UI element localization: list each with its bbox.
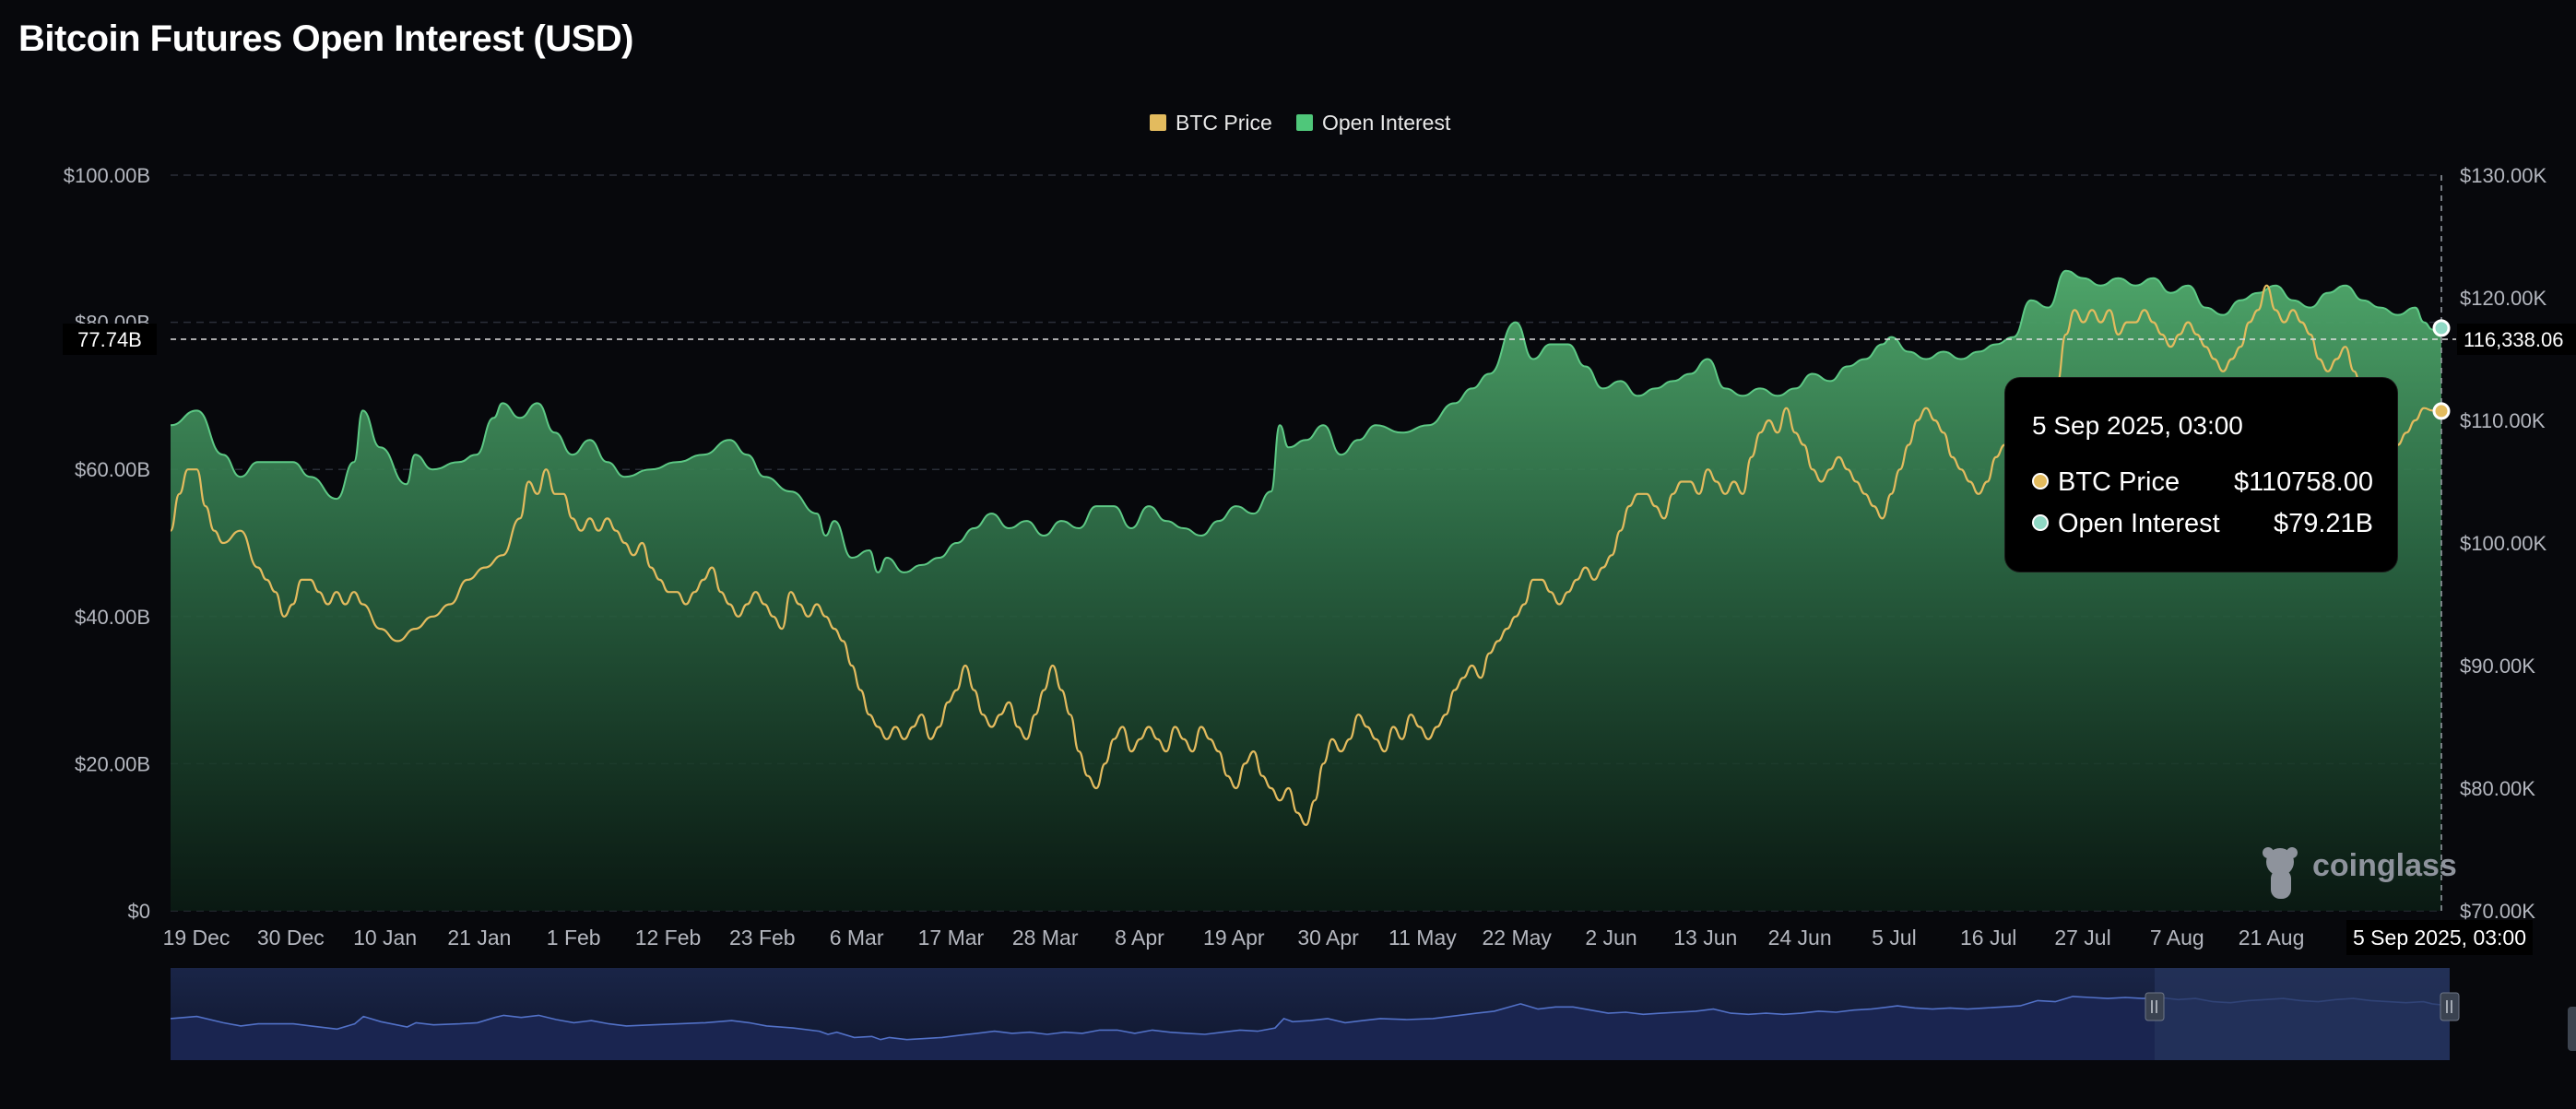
x-tick-label: 27 Jul	[2054, 926, 2110, 950]
logo-head	[2266, 848, 2294, 876]
tooltip: 5 Sep 2025, 03:00 BTC Price $110758.00 Op…	[2005, 378, 2397, 572]
navigator-selection	[2155, 968, 2450, 1060]
crosshair-date-label-box	[2346, 920, 2533, 955]
y-left-tick-label: $60.00B	[75, 458, 150, 481]
x-tick-label: 12 Feb	[635, 926, 702, 950]
watermark-text: coinglass	[2312, 848, 2457, 883]
y-axis-right: $70.00K $80.00K $90.00K $100.00K $110.00K $12…	[2460, 164, 2547, 923]
chart-title: Bitcoin Futures Open Interest (USD)	[18, 18, 634, 59]
tooltip-row-open-interest: Open Interest $79.21B	[2032, 509, 2373, 539]
y-right-tick-label: $130.00K	[2460, 164, 2547, 187]
x-tick-label: 19 Apr	[1203, 926, 1265, 950]
navigator-line	[170, 996, 2451, 1041]
open-interest-dot-icon	[2032, 514, 2049, 532]
y-left-tick-label: $40.00B	[75, 606, 150, 629]
x-tick-label: 21 Jan	[447, 926, 511, 950]
navigator-handle-left	[2145, 992, 2165, 1021]
x-tick-label: 21 Aug	[2239, 926, 2305, 950]
x-tick-label: 19 Dec	[163, 926, 230, 950]
tooltip-date: 5 Sep 2025, 03:00	[2032, 411, 2243, 440]
range-navigator[interactable]	[170, 968, 2460, 1060]
coinglass-logo-icon	[2263, 847, 2298, 899]
x-tick-label: 10 Jan	[353, 926, 417, 950]
x-tick-label: 5 Jul	[1872, 926, 1917, 950]
y-right-tick-label: $100.00K	[2460, 532, 2547, 555]
y-axis-left: $0$20.00B$40.00B$60.00B$80.00B$100.00B	[64, 164, 150, 923]
x-tick-label: 28 Mar	[1012, 926, 1079, 950]
logo-ear	[2263, 847, 2274, 858]
tooltip-row-label: Open Interest	[2058, 509, 2220, 538]
tooltip-row-label: BTC Price	[2058, 467, 2180, 497]
x-tick-label: 16 Jul	[1960, 926, 2016, 950]
x-tick-label: 24 Jun	[1768, 926, 1832, 950]
tooltip-row-btc-price: BTC Price $110758.00	[2032, 467, 2373, 498]
btc-price-line	[169, 284, 2442, 827]
legend-label-open-interest: Open Interest	[1322, 111, 1451, 135]
open-interest-area	[171, 270, 2441, 911]
crosshair-date-label: 5 Sep 2025, 03:00	[2353, 926, 2526, 950]
logo-body	[2271, 869, 2291, 899]
btc-price-dot-icon	[2032, 473, 2049, 490]
tooltip-row-value: $110758.00	[2233, 467, 2373, 497]
y-left-tick-label: $100.00B	[64, 164, 150, 187]
crosshair-left-label-box	[63, 324, 157, 355]
plot-area	[169, 269, 2442, 911]
navigator-area	[171, 996, 2450, 1060]
logo-ear	[2286, 847, 2298, 858]
x-tick-label: 22 May	[1482, 926, 1552, 950]
x-tick-label: 6 Mar	[830, 926, 884, 950]
open-interest-marker	[2432, 319, 2451, 337]
scroll-handle[interactable]	[2568, 1007, 2576, 1051]
y-right-tick-label: $90.00K	[2460, 655, 2535, 678]
open-interest-line	[170, 269, 2442, 573]
x-tick-label: 13 Jun	[1673, 926, 1737, 950]
legend-swatch-open-interest	[1296, 114, 1313, 131]
coinglass-watermark: coinglass	[2263, 847, 2457, 899]
x-tick-label: 7 Aug	[2150, 926, 2204, 950]
x-tick-label: 1 Feb	[547, 926, 601, 950]
btc-price-marker	[2432, 402, 2451, 420]
crosshair-left-label: 77.74B	[77, 328, 142, 351]
y-right-tick-label: $110.00K	[2460, 409, 2546, 432]
crosshair-right-label: 116,338.06	[2464, 328, 2563, 351]
y-right-tick-label: $70.00K	[2460, 900, 2535, 923]
x-tick-label: 11 May	[1388, 926, 1457, 950]
y-right-tick-label: $80.00K	[2460, 777, 2535, 800]
legend-label-btc-price: BTC Price	[1176, 111, 1272, 135]
y-left-tick-label: $20.00B	[75, 752, 150, 775]
y-right-tick-label: $120.00K	[2460, 287, 2547, 310]
y-left-tick-label: $0	[128, 900, 150, 923]
x-tick-label: 17 Mar	[918, 926, 985, 950]
crosshair: 77.74B 116,338.06 5 Sep 2025, 03:00	[63, 175, 2576, 955]
crosshair-right-label-box	[2457, 324, 2576, 355]
x-tick-label: 2 Jun	[1585, 926, 1637, 950]
x-tick-label: 8 Apr	[1115, 926, 1164, 950]
x-axis: 19 Dec 30 Dec 10 Jan 21 Jan 1 Feb 12 Feb 23 Fe…	[163, 926, 2305, 950]
legend-swatch-btc-price	[1150, 114, 1166, 131]
x-tick-label: 30 Apr	[1297, 926, 1359, 950]
tooltip-row-value: $79.21B	[2273, 509, 2373, 538]
legend[interactable]: BTC Price Open Interest	[1150, 111, 1451, 135]
navigator-handle-right	[2440, 992, 2460, 1021]
x-tick-label: 23 Feb	[729, 926, 796, 950]
x-tick-label: 30 Dec	[257, 926, 325, 950]
